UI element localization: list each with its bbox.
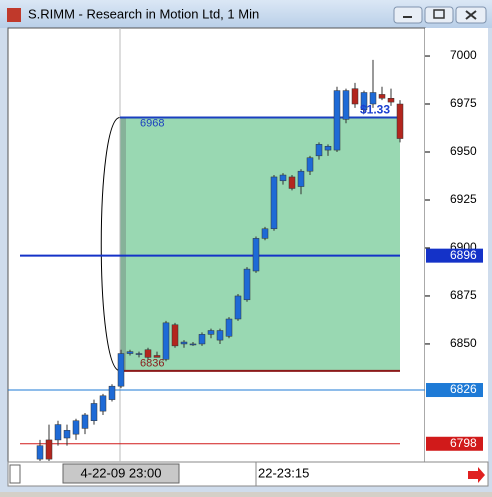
candle-body <box>261 228 269 239</box>
candle-body <box>135 353 143 355</box>
candle-body <box>171 324 179 347</box>
price-marker-box <box>426 436 483 451</box>
candle-body <box>369 92 377 105</box>
price-marker-label: 6798 <box>450 436 477 450</box>
y-tick-label: 6925 <box>450 192 477 206</box>
candle-body <box>252 238 260 272</box>
app-icon <box>7 8 21 22</box>
price-marker-box <box>426 383 483 398</box>
profit-annotation: $1.33 <box>360 103 390 117</box>
candle-body <box>117 353 125 387</box>
price-marker-label: 6896 <box>450 248 477 262</box>
candle-body <box>387 98 395 103</box>
candle-body <box>351 88 359 105</box>
candle-body <box>288 176 296 189</box>
scroll-box[interactable] <box>9 464 21 484</box>
candle-body <box>90 403 98 421</box>
candle-body <box>324 145 332 151</box>
range-box <box>120 117 400 371</box>
candle-body <box>189 343 197 346</box>
candle-body <box>207 330 215 335</box>
window-title: S.RIMM - Research in Motion Ltd, 1 Min <box>28 6 259 21</box>
candle-body <box>279 174 287 182</box>
candle-body <box>81 414 89 429</box>
candle-body <box>180 341 188 345</box>
level-label: 6836 <box>140 358 164 370</box>
x-tick-label: 4-22-09 23:00 <box>81 465 162 480</box>
scroll-arrow[interactable] <box>468 467 485 483</box>
minimize-icon <box>403 16 412 18</box>
candle-body <box>333 90 341 151</box>
crosshair-time-box <box>62 463 180 484</box>
y-tick-label: 6875 <box>450 288 477 302</box>
candle-body <box>396 103 404 139</box>
candle-body <box>153 355 161 358</box>
candle-body <box>270 176 278 230</box>
close-icon <box>465 10 477 20</box>
candle-body <box>360 92 368 111</box>
range-shadow <box>120 117 126 371</box>
range-arc <box>100 116 121 372</box>
candle-body <box>378 94 386 99</box>
candle-body <box>63 430 71 439</box>
candle-body <box>36 445 44 460</box>
candle-body <box>144 349 152 358</box>
y-tick-label: 6950 <box>450 144 477 158</box>
candle-body <box>243 268 251 301</box>
candle-body <box>72 420 80 435</box>
minimize-button[interactable] <box>393 6 423 24</box>
candle-body <box>297 170 305 187</box>
maximize-button[interactable] <box>424 6 454 24</box>
plot-layer: 6850687569006925695069757000696868366896… <box>8 28 483 486</box>
candle-body <box>306 157 314 172</box>
candle-body <box>234 295 242 320</box>
candle-body <box>45 439 53 460</box>
y-tick-label: 6850 <box>450 336 477 350</box>
candle-body <box>315 144 323 157</box>
candle-body <box>225 318 233 337</box>
x-tick-label: 22-23:15 <box>258 465 309 480</box>
candle-body <box>198 334 206 345</box>
price-marker-box <box>426 248 483 263</box>
maximize-icon <box>433 9 445 19</box>
candle-body <box>342 90 350 120</box>
candle-body <box>108 385 116 400</box>
y-tick-label: 7000 <box>450 48 477 62</box>
candle-body <box>216 330 224 341</box>
candle-body <box>99 395 107 412</box>
candle-body <box>126 351 134 354</box>
level-label: 6968 <box>140 117 164 129</box>
price-marker-label: 6826 <box>450 382 477 396</box>
candle-body <box>162 322 170 360</box>
candle-body <box>54 424 62 441</box>
y-tick-label: 6975 <box>450 96 477 110</box>
